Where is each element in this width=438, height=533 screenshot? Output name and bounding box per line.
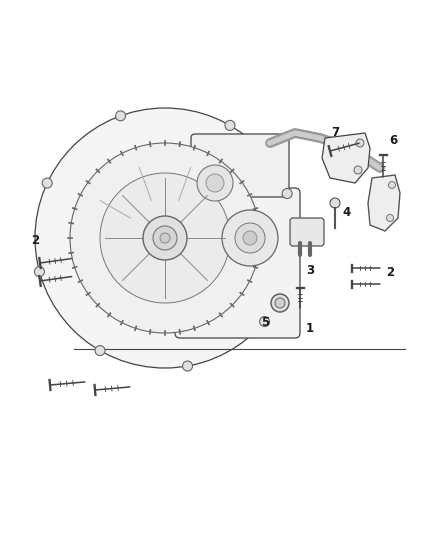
Circle shape — [222, 210, 278, 266]
Circle shape — [235, 223, 265, 253]
Circle shape — [100, 173, 230, 303]
Text: 2: 2 — [386, 266, 394, 279]
FancyBboxPatch shape — [290, 218, 324, 246]
Circle shape — [206, 174, 224, 192]
Circle shape — [260, 317, 269, 327]
Text: 6: 6 — [389, 133, 397, 147]
Circle shape — [35, 108, 295, 368]
FancyBboxPatch shape — [191, 134, 289, 197]
Polygon shape — [322, 133, 370, 183]
Circle shape — [389, 182, 396, 189]
Circle shape — [116, 111, 126, 121]
Text: 1: 1 — [306, 321, 314, 335]
Circle shape — [275, 298, 285, 308]
Text: 5: 5 — [261, 317, 269, 329]
Circle shape — [42, 178, 52, 188]
Circle shape — [160, 233, 170, 243]
Circle shape — [225, 120, 235, 131]
Circle shape — [330, 198, 340, 208]
Text: 4: 4 — [343, 206, 351, 220]
Circle shape — [386, 214, 393, 222]
Circle shape — [95, 345, 105, 356]
Circle shape — [197, 165, 233, 201]
Circle shape — [271, 294, 289, 312]
Text: 3: 3 — [306, 264, 314, 278]
Circle shape — [143, 216, 187, 260]
Circle shape — [356, 139, 364, 147]
Circle shape — [35, 266, 44, 277]
Circle shape — [183, 361, 193, 371]
FancyBboxPatch shape — [175, 188, 300, 338]
Circle shape — [243, 231, 257, 245]
Circle shape — [70, 143, 260, 333]
Circle shape — [282, 189, 292, 198]
Text: 7: 7 — [331, 126, 339, 140]
Polygon shape — [368, 175, 400, 231]
Text: 2: 2 — [31, 235, 39, 247]
Circle shape — [354, 166, 362, 174]
Circle shape — [153, 226, 177, 250]
